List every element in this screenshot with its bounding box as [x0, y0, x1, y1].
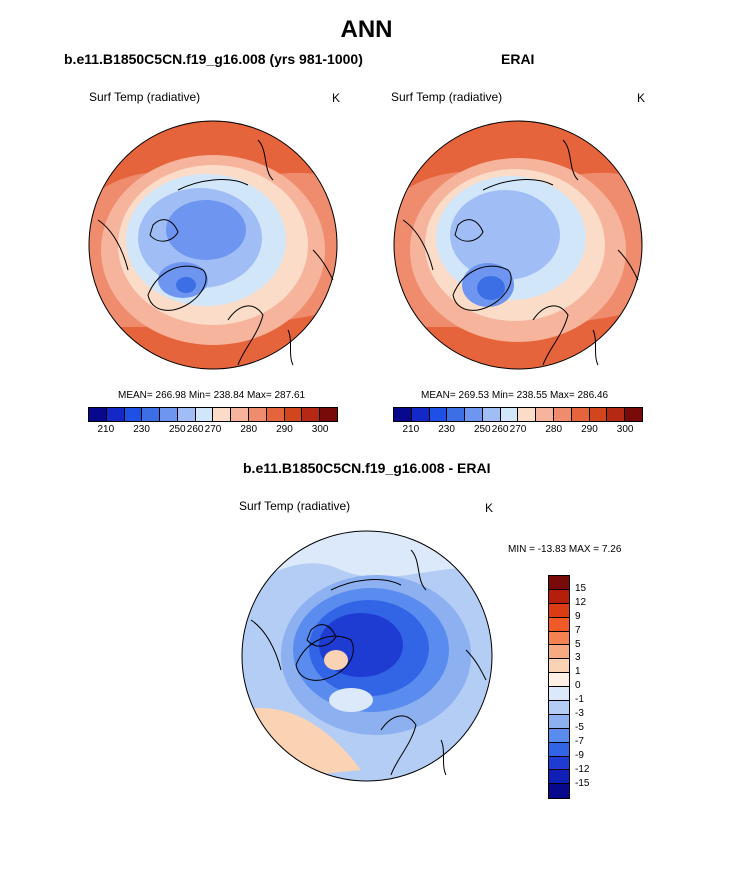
colorbar-swatch [549, 659, 569, 674]
panel-1-title: b.e11.B1850C5CN.f19_g16.008 (yrs 981-100… [64, 51, 363, 67]
colorbar-tick-label: -1 [575, 694, 584, 706]
colorbar-swatch [549, 576, 569, 590]
colorbar-swatch [231, 408, 250, 421]
colorbar-swatch [554, 408, 572, 421]
colorbar-tick-label: 12 [575, 596, 587, 608]
colorbar-tick-label: 300 [616, 424, 634, 435]
panel-2-variable: Surf Temp (radiative) [391, 90, 503, 104]
colorbar-tick-label: 230 [438, 424, 455, 435]
colorbar-swatch [549, 728, 569, 743]
colorbar-swatch [549, 784, 569, 799]
colorbar-tick-label: -3 [575, 708, 584, 719]
panel-1-variable: Surf Temp (radiative) [89, 90, 201, 104]
colorbar-tick-label: -7 [575, 735, 584, 747]
colorbar-swatch [500, 408, 519, 421]
colorbar-swatch [549, 589, 569, 604]
colorbar-tick-label: 290 [276, 424, 293, 435]
colorbar-tick-label: 300 [311, 424, 329, 435]
colorbar-swatch [589, 408, 608, 421]
colorbar-swatch [249, 408, 267, 421]
colorbar-tick-label: 250 [473, 424, 491, 435]
panel-3-polar-map [241, 530, 493, 782]
colorbar-swatch [160, 408, 178, 421]
colorbar-tick-label: 250 [168, 424, 186, 435]
colorbar-swatch [549, 701, 569, 715]
panel-2-units: K [637, 91, 646, 105]
colorbar-swatch [195, 408, 214, 421]
panel-3-title: b.e11.B1850C5CN.f19_g16.008 - ERAI [243, 460, 491, 476]
panel-1-stats: MEAN= 266.98 Min= 238.84 Max= 287.61 [118, 390, 306, 401]
colorbar-swatch [320, 408, 337, 421]
colorbar-tick-label: -5 [575, 721, 584, 733]
colorbar-swatch [177, 408, 196, 421]
figure-title: ANN [340, 16, 393, 43]
colorbar-swatch [571, 408, 590, 421]
panel-3-variable: Surf Temp (radiative) [239, 499, 351, 513]
colorbar-swatch [302, 408, 321, 421]
colorbar-swatch [518, 408, 537, 421]
colorbar-swatch [447, 408, 466, 421]
colorbar-tick-label: -12 [575, 763, 590, 775]
colorbar-tick-label: -15 [575, 777, 590, 789]
panel-2-colorbar: 210 230 250 260 270 280 290 300 [393, 407, 643, 436]
colorbar-swatch [142, 408, 161, 421]
panel-2-stats: MEAN= 269.53 Min= 238.55 Max= 286.46 [421, 390, 609, 401]
colorbar-swatch [266, 408, 285, 421]
colorbar-swatch [549, 714, 569, 729]
colorbar-swatch [536, 408, 555, 421]
panel-3-units: K [485, 501, 494, 515]
colorbar-swatch [549, 756, 569, 771]
panel-1-units: K [332, 91, 341, 105]
colorbar-swatch [429, 408, 448, 421]
colorbar-swatch [549, 770, 569, 785]
colorbar-swatch [549, 673, 569, 688]
colorbar-swatch [394, 408, 412, 421]
panel-2-title: ERAI [501, 51, 535, 67]
colorbar-swatch [549, 645, 569, 660]
panel-1-colorbar: 210 230 250 260 270 280 290 300 [88, 407, 338, 436]
colorbar-tick-label: 9 [575, 610, 581, 622]
colorbar-swatch [549, 742, 569, 757]
colorbar-swatch [549, 603, 569, 618]
colorbar-swatch [549, 631, 569, 646]
colorbar-tick-label: 260 [186, 424, 204, 435]
colorbar-swatch [124, 408, 143, 421]
colorbar-tick-label: 210 [402, 424, 420, 435]
colorbar-swatch [213, 408, 232, 421]
colorbar-swatch [549, 687, 569, 702]
colorbar-swatch [549, 617, 569, 632]
colorbar-tick-label: -9 [575, 749, 584, 761]
colorbar-swatch [411, 408, 430, 421]
colorbar-tick-label: 1 [575, 666, 581, 678]
colorbar-tick-label: 290 [581, 424, 598, 435]
colorbar-swatch [89, 408, 107, 421]
panel-3-stats: MIN = -13.83 MAX = 7.26 [508, 544, 622, 555]
colorbar-tick-label: 280 [545, 424, 563, 435]
colorbar-tick-label: 15 [575, 582, 587, 594]
colorbar-tick-label: 280 [240, 424, 258, 435]
colorbar-tick-label: 270 [204, 424, 222, 435]
colorbar-swatch [625, 408, 642, 421]
colorbar-tick-label: 210 [97, 424, 115, 435]
colorbar-swatch [482, 408, 501, 421]
colorbar-tick-label: 5 [575, 638, 581, 650]
colorbar-swatch [607, 408, 626, 421]
colorbar-swatch [465, 408, 483, 421]
colorbar-tick-label: 7 [575, 624, 581, 636]
colorbar-swatch [284, 408, 303, 421]
panel-3-colorbar [548, 575, 570, 800]
colorbar-swatch [106, 408, 125, 421]
colorbar-tick-label: 0 [575, 680, 581, 692]
colorbar-tick-label: 3 [575, 652, 581, 664]
colorbar-tick-label: 270 [509, 424, 527, 435]
panel-2-polar-map [393, 120, 643, 370]
colorbar-tick-label: 260 [491, 424, 509, 435]
colorbar-tick-label: 230 [133, 424, 150, 435]
panel-1-polar-map [88, 120, 338, 370]
